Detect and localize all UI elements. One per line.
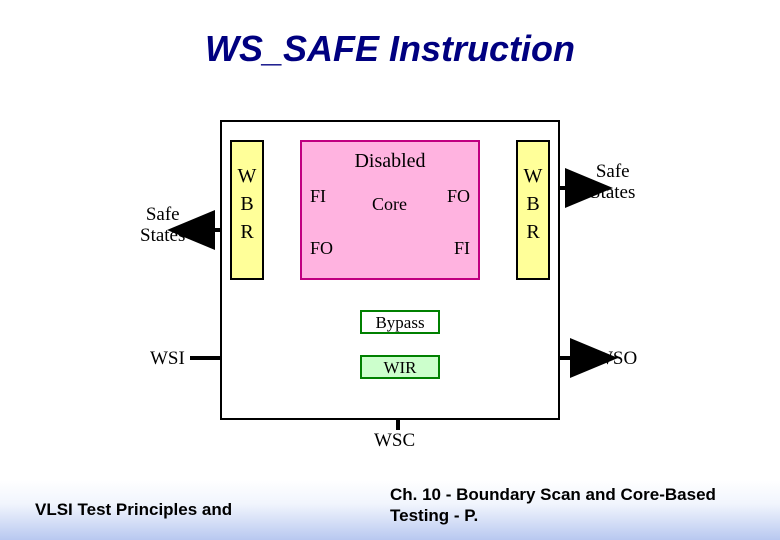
safe-states-left-label: Safe States: [140, 205, 185, 247]
core-pin-fi-tl: FI: [310, 186, 326, 207]
wbr-left-line-w: W: [232, 162, 262, 190]
wbr-right-line-b: B: [518, 190, 548, 218]
wbr-left: W B R: [230, 140, 264, 280]
wsi-label: WSI: [150, 348, 185, 370]
wbr-left-line-r: R: [232, 218, 262, 246]
core-pin-fo-tr: FO: [447, 186, 470, 207]
core-disabled-label: Disabled: [302, 150, 478, 173]
wso-label: WSO: [595, 348, 637, 370]
wsc-label: WSC: [374, 430, 415, 452]
core-pin-fo-bl: FO: [310, 238, 333, 259]
core-block: Disabled Core FI FO FO FI: [300, 140, 480, 280]
wbr-right: W B R: [516, 140, 550, 280]
diagram-region: W B R W B R Disabled Core FI FO FO FI By…: [140, 110, 640, 450]
footer-left-text: VLSI Test Principles and: [35, 500, 232, 520]
footer-right-text: Ch. 10 - Boundary Scan and Core-Based Te…: [390, 484, 750, 527]
wbr-right-line-r: R: [518, 218, 548, 246]
core-center-label: Core: [372, 194, 407, 215]
page-title: WS_SAFE Instruction: [0, 28, 780, 70]
wbr-right-line-w: W: [518, 162, 548, 190]
core-pin-fi-br: FI: [454, 238, 470, 259]
wbr-left-line-b: B: [232, 190, 262, 218]
wir-block: WIR: [360, 355, 440, 379]
bypass-block: Bypass: [360, 310, 440, 334]
safe-states-right-label: Safe States: [590, 162, 635, 204]
